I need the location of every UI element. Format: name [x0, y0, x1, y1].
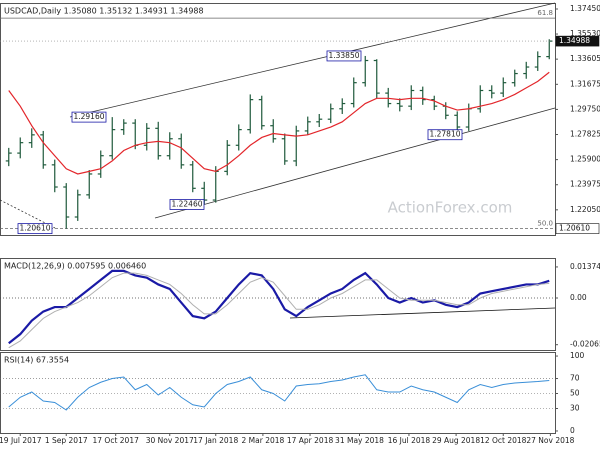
x-tick-label: 17 Oct 2017	[93, 436, 140, 445]
x-tick-label: 12 Oct 2018	[480, 436, 527, 445]
y-tick-label: 0.013745	[570, 262, 600, 271]
y-tick-label: 1.37450	[570, 4, 600, 13]
annotation-box	[326, 50, 362, 62]
price-marker-label: 1.34988	[559, 36, 590, 45]
annotation-box	[427, 129, 463, 141]
annotation-label: 1.29160	[73, 112, 104, 121]
y-tick-label: 0	[570, 426, 575, 435]
watermark: ActionForex.com	[388, 199, 513, 217]
price-marker	[555, 223, 600, 234]
macd-panel	[0, 258, 556, 351]
price-marker-label: 1.20610	[559, 224, 590, 233]
annotation-box	[71, 111, 107, 123]
rsi-panel	[0, 352, 556, 434]
annotation-label: 1.33850	[328, 51, 359, 60]
y-tick-label: 1.35530	[570, 29, 600, 38]
x-tick-label: 19 Jul 2017	[0, 436, 42, 445]
annotation-label: 1.20610	[19, 224, 50, 233]
y-tick-label: 1.29750	[570, 104, 600, 113]
macd-trendline	[289, 307, 556, 319]
y-tick-label: -0.020652	[570, 340, 600, 349]
fib-label: 61.8	[537, 9, 553, 17]
x-tick-label: 16 Jul 2018	[388, 436, 431, 445]
y-tick-label: 1.25900	[570, 155, 600, 164]
price-panel	[0, 3, 556, 236]
x-tick-label: 29 Aug 2018	[432, 436, 480, 445]
channel-upper	[69, 2, 556, 118]
y-tick-label: 30	[570, 403, 580, 412]
price-marker	[555, 35, 600, 47]
annotation-label: 1.22460	[171, 199, 202, 208]
panel-title: MACD(12,26,9) 0.007595 0.006460	[4, 262, 146, 271]
y-tick-label: 50	[570, 389, 580, 398]
x-tick-label: 31 May 2018	[335, 436, 384, 445]
y-tick-label: 70	[570, 374, 580, 383]
y-tick-label: 1.31675	[570, 79, 600, 88]
x-tick-label: 1 Sep 2017	[45, 436, 88, 445]
series-line	[8, 374, 550, 411]
x-tick-label: 17 Apr 2018	[287, 436, 334, 445]
panel-title: USDCAD,Daily 1.35080 1.35132 1.34931 1.3…	[4, 7, 204, 16]
y-tick-label: 1.23975	[570, 180, 600, 189]
y-tick-label: 1.33605	[570, 54, 600, 63]
x-tick-label: 30 Nov 2017	[146, 436, 194, 445]
fib-label: 50.0	[537, 220, 553, 228]
y-tick-label: 1.27825	[570, 130, 600, 139]
y-tick-label: 0.00	[570, 293, 587, 302]
annotation-label: 1.27810	[429, 130, 460, 139]
channel-lower	[154, 107, 556, 219]
moving-average	[8, 71, 550, 175]
x-tick-label: 17 Jan 2018	[193, 436, 238, 445]
x-tick-label: 2 Mar 2018	[242, 436, 285, 445]
panel-title: RSI(14) 67.3554	[4, 356, 69, 365]
annotation-box	[169, 199, 205, 210]
y-tick-label: 1.22050	[570, 205, 600, 214]
series-line	[8, 269, 550, 345]
x-tick-label: 27 Nov 2018	[526, 436, 574, 445]
annotation-box	[17, 223, 53, 235]
y-tick-label: 100	[570, 351, 585, 360]
series-line	[8, 272, 550, 349]
